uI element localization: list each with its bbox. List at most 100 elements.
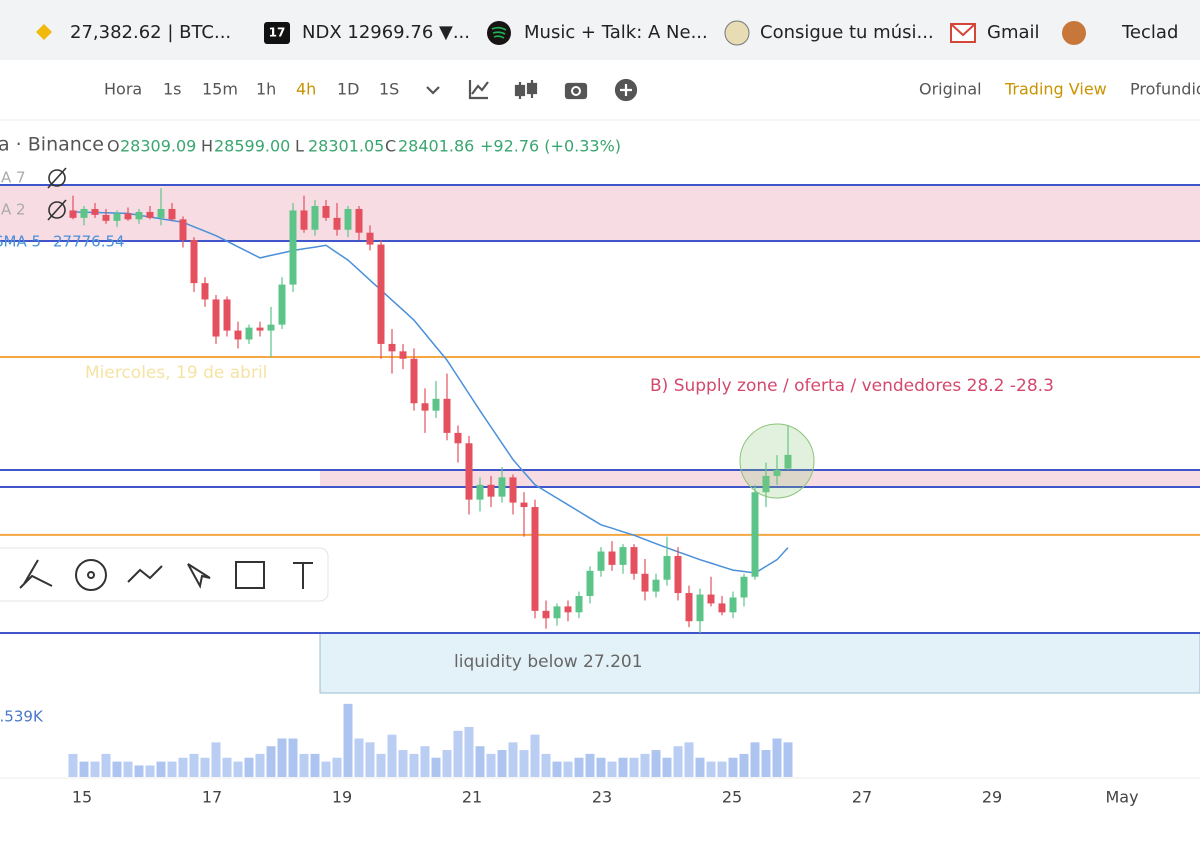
interval-tab[interactable]: Hora (104, 80, 142, 99)
candle-body (487, 484, 495, 497)
volume-bar (464, 726, 474, 777)
candle-body (718, 603, 726, 613)
view-tab[interactable]: Original (919, 80, 982, 99)
hide-icon[interactable] (48, 201, 66, 219)
hide-icon[interactable] (48, 169, 66, 187)
zone (320, 469, 1200, 488)
candle-body (113, 213, 121, 221)
candle-body (256, 327, 264, 331)
volume-bar (310, 753, 320, 777)
candle-body (69, 210, 77, 218)
ohlc-value: 28599.00 (214, 137, 290, 156)
drawing-toolbar[interactable] (0, 547, 329, 602)
interval-tab[interactable]: 1s (163, 80, 182, 99)
interval-tab[interactable]: 4h (296, 80, 316, 99)
candle-body (586, 570, 594, 597)
change: +92.76 (+0.33%) (480, 137, 621, 156)
bookmark[interactable]: Consigue tu músi... (760, 22, 934, 43)
x-tick-label: 19 (332, 788, 352, 807)
candle-body (641, 573, 649, 592)
volume-bar (739, 753, 749, 777)
candle-body (179, 219, 187, 241)
volume-bar (618, 757, 628, 777)
volume-bar (431, 757, 441, 777)
volume-bar (530, 734, 540, 777)
sma-label: SMA 5 (0, 233, 41, 251)
ohlc-key: O (107, 137, 120, 156)
volume-bar (200, 757, 210, 777)
volume-bar (684, 742, 694, 777)
volume-bar (79, 761, 89, 777)
bookmark[interactable]: Teclad (1121, 22, 1178, 43)
candle-body (751, 492, 759, 577)
volume-bar (640, 753, 650, 777)
bookmark[interactable]: Gmail (987, 22, 1040, 43)
volume-bar (156, 761, 166, 777)
ohlc-value: 28401.86 (398, 137, 474, 156)
interval-tab[interactable]: 1D (337, 80, 360, 99)
volume-bar (629, 757, 639, 777)
candle-body (157, 208, 165, 218)
volume-bar (651, 750, 661, 777)
volume-bar (123, 761, 133, 777)
volume-bar (563, 761, 573, 777)
interval-tab[interactable]: 1h (256, 80, 276, 99)
liquidity-zone (319, 632, 1200, 694)
bookmark[interactable]: 27,382.62 | BTC... (70, 22, 231, 43)
bookmark[interactable]: NDX 12969.76 ▼... (302, 22, 470, 43)
volume-bar (673, 746, 683, 777)
candle-body (245, 327, 253, 340)
symbol-label: a · Binance (0, 134, 104, 156)
volume-bar (706, 761, 716, 777)
volume-bar (519, 750, 529, 777)
bookmark[interactable]: Music + Talk: A Ne... (524, 22, 708, 43)
volume-bar (662, 757, 672, 777)
view-tab[interactable]: Profundidad (1130, 80, 1200, 99)
volume-bar (365, 742, 375, 777)
candle-body (520, 502, 528, 508)
candle-body (410, 358, 418, 404)
candle-body (102, 214, 110, 221)
volume-bar (321, 761, 331, 777)
volume-bar (475, 746, 485, 777)
candle-body (630, 547, 638, 574)
svg-text:17: 17 (269, 26, 286, 40)
candle-body (168, 208, 176, 220)
candle-body (509, 477, 517, 503)
candle-body (333, 217, 341, 230)
indicator-label: MA 2 (0, 201, 26, 219)
volume-bar (728, 757, 738, 777)
volume-bar (420, 746, 430, 777)
candle-body (146, 211, 154, 218)
interval-tab[interactable]: 15m (202, 80, 238, 99)
toolbar-icons[interactable] (426, 78, 638, 102)
candle-body (784, 454, 792, 469)
volume-bar (541, 753, 551, 777)
volume-bar (343, 703, 353, 777)
interval-tab[interactable]: 1S (379, 80, 399, 99)
volume-bar (783, 742, 793, 777)
volume-bar (189, 753, 199, 777)
candle-body (707, 594, 715, 604)
volume-bar (178, 757, 188, 777)
ohlc-value: 28309.09 (120, 137, 196, 156)
candle-body (201, 283, 209, 300)
volume-bar (376, 753, 386, 777)
candle-body (740, 576, 748, 598)
view-tab[interactable]: Trading View (1004, 80, 1107, 99)
candle-body (696, 594, 704, 622)
candle-body (575, 596, 583, 613)
candle-body (366, 232, 374, 245)
candle-body (608, 551, 616, 565)
candle-body (377, 244, 385, 344)
volume-bar (508, 742, 518, 777)
candle-body (432, 398, 440, 411)
x-tick-label: 27 (852, 788, 872, 807)
candle-body (597, 551, 605, 571)
legend: a · Binance O 28309.09 H 28599.00 L 28301.05 C 2… (0, 134, 621, 726)
x-tick-label: May (1105, 788, 1138, 807)
candle-body (443, 398, 451, 433)
candle-body (619, 547, 627, 565)
date-note: Miercoles, 19 de abril (85, 363, 267, 383)
candle-body (399, 351, 407, 359)
